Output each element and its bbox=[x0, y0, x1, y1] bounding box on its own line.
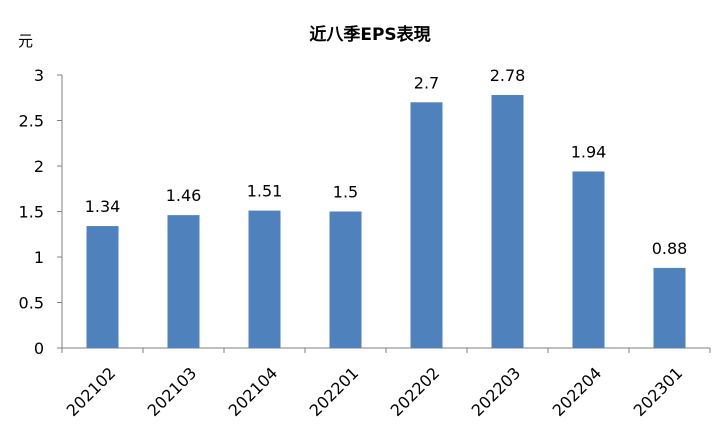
y-tick-label: 3 bbox=[34, 66, 44, 85]
x-tick-label: 202104 bbox=[225, 363, 282, 420]
x-tick-label: 202201 bbox=[306, 363, 363, 420]
chart-title: 近八季EPS表現 bbox=[309, 24, 430, 45]
data-label-202204: 1.94 bbox=[571, 142, 607, 161]
y-tick-label: 1.5 bbox=[19, 203, 44, 222]
x-tick-label: 202202 bbox=[387, 363, 444, 420]
bars-group bbox=[86, 95, 686, 349]
x-tick-label: 202301 bbox=[630, 363, 687, 420]
bar-202102 bbox=[86, 226, 119, 348]
data-label-202103: 1.46 bbox=[166, 186, 202, 205]
bar-202103 bbox=[167, 215, 200, 348]
y-axis: 0 0.5 1 1.5 2 2.5 3 bbox=[19, 66, 63, 358]
x-tick-label: 202204 bbox=[549, 363, 606, 420]
x-axis: 202102 202103 202104 202201 202202 202203 2022… bbox=[61, 347, 711, 420]
y-tick-label: 1 bbox=[34, 248, 44, 267]
y-tick-label: 2 bbox=[34, 157, 44, 176]
x-tick-label: 202103 bbox=[144, 363, 201, 420]
bar-202204 bbox=[572, 171, 605, 348]
data-label-202203: 2.78 bbox=[490, 66, 526, 85]
data-label-202301: 0.88 bbox=[652, 239, 688, 258]
bar-202104 bbox=[248, 210, 281, 348]
data-label-202202: 2.7 bbox=[414, 73, 439, 92]
bar-202301 bbox=[653, 267, 686, 348]
y-axis-unit-label: 元 bbox=[18, 32, 33, 50]
x-tick-label: 202203 bbox=[468, 363, 525, 420]
data-labels-group: 1.34 1.46 1.51 1.5 2.7 2.78 1.94 0.88 bbox=[85, 66, 688, 258]
data-label-202201: 1.5 bbox=[333, 183, 358, 202]
y-tick-label: 0 bbox=[34, 339, 44, 358]
data-label-202102: 1.34 bbox=[85, 197, 121, 216]
x-tick-label: 202102 bbox=[63, 363, 120, 420]
bar-202202 bbox=[410, 102, 443, 348]
data-label-202104: 1.51 bbox=[247, 182, 283, 201]
y-tick-label: 2.5 bbox=[19, 112, 44, 131]
y-tick-label: 0.5 bbox=[19, 294, 44, 313]
bar-202201 bbox=[329, 211, 362, 348]
bar-202203 bbox=[491, 95, 524, 349]
